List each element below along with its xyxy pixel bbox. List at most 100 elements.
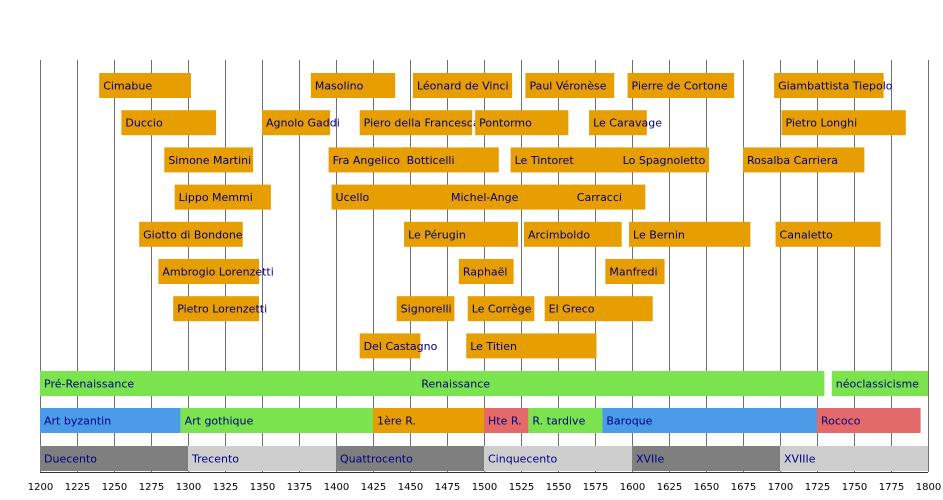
artist-bar <box>174 184 271 210</box>
style-bar <box>817 408 921 433</box>
style-label: Art gothique <box>185 415 254 428</box>
style-rococo: Rococo <box>817 408 921 433</box>
artist-label: Simone Martini <box>168 154 251 167</box>
x-tick-label-1300: 1300 <box>176 482 201 493</box>
century-label: XVIIe <box>636 453 665 466</box>
x-tick-label-1500: 1500 <box>472 482 497 493</box>
style-bar <box>40 408 181 433</box>
style-r-tardive: R. tardive <box>528 408 603 433</box>
style-label: 1ère R. <box>377 415 416 428</box>
artist-bar <box>774 73 884 98</box>
artist-leonard-de-vinci: Léonard de Vinci <box>412 73 513 98</box>
artist-bar <box>458 259 514 284</box>
artist-bar <box>605 259 665 284</box>
artist-bar <box>775 221 881 247</box>
x-tick-label-1675: 1675 <box>731 482 756 493</box>
artist-lo-spagnoletto: Lo Spagnoletto <box>618 147 709 173</box>
artist-label: Arcimboldo <box>528 228 590 241</box>
x-tick-label-1525: 1525 <box>509 482 534 493</box>
century-bar <box>188 446 336 471</box>
movement-pre-renaissance: Pré-Renaissance <box>40 371 418 396</box>
movement-bar <box>831 371 928 396</box>
x-tick-label-1450: 1450 <box>398 482 423 493</box>
artist-label: Pontormo <box>479 117 532 130</box>
artist-label: Rosalba Carriera <box>747 154 838 167</box>
century-label: Trecento <box>191 453 239 466</box>
century-cinquecento: Cinquecento <box>484 446 632 471</box>
artist-label: Le Pérugin <box>408 228 466 241</box>
artist-bar <box>139 221 243 247</box>
artist-label: Canaletto <box>780 228 834 241</box>
style-art-byzantin: Art byzantin <box>40 408 181 433</box>
century-duecento: Duecento <box>40 446 188 471</box>
style-bar <box>484 408 529 433</box>
style-hte-r: Hte R. <box>484 408 529 433</box>
artist-label: Le Corrège <box>472 303 532 316</box>
artist-label: Carracci <box>577 191 622 204</box>
style-bar <box>528 408 603 433</box>
artist-label: El Greco <box>549 303 595 316</box>
artist-le-correge: Le Corrège <box>467 296 535 322</box>
artist-bar <box>629 221 751 247</box>
artist-label: Botticelli <box>407 154 455 167</box>
century-bar <box>484 446 632 471</box>
artist-label: Le Titien <box>470 340 517 353</box>
artist-giambattista-tiepolo: Giambattista Tiepolo <box>774 73 893 98</box>
artist-label: Cimabue <box>103 80 152 93</box>
artist-label: Michel-Ange <box>451 191 519 204</box>
artist-label: Paul Véronèse <box>529 80 606 93</box>
artist-label: Manfredi <box>609 266 657 279</box>
artist-bar <box>510 147 624 173</box>
artist-bar <box>544 296 653 322</box>
style-bar <box>180 408 373 433</box>
x-tick-label-1650: 1650 <box>694 482 719 493</box>
century-label: Cinquecento <box>488 453 558 466</box>
artist-bar <box>743 147 865 173</box>
artist-pietro-longhi: Pietro Longhi <box>781 110 906 136</box>
x-tick-label-1575: 1575 <box>583 482 608 493</box>
artist-bar <box>99 73 191 98</box>
artist-label: Le Caravage <box>593 117 662 130</box>
century-xviiie: XVIIIe <box>780 446 928 471</box>
artist-bar <box>627 73 735 98</box>
style-bar <box>373 408 484 433</box>
century-quattrocento: Quattrocento <box>336 446 484 471</box>
artist-bar <box>402 147 499 173</box>
x-tick-label-1475: 1475 <box>435 482 460 493</box>
century-bar <box>632 446 780 471</box>
movement-bar <box>40 371 418 396</box>
artist-label: Raphaël <box>463 266 508 279</box>
artist-bar <box>121 110 217 136</box>
artist-bar <box>173 296 260 322</box>
x-tick-label-1800: 1800 <box>916 482 941 493</box>
artist-bar <box>781 110 906 136</box>
artist-bar <box>589 110 647 136</box>
artist-label: Piero della Francesca <box>364 117 480 130</box>
artist-label: Le Bernin <box>633 228 685 241</box>
x-tick-label-1550: 1550 <box>546 482 571 493</box>
style-label: R. tardive <box>532 415 585 428</box>
artist-bar <box>467 296 535 322</box>
artist-del-castagno: Del Castagno <box>359 333 438 359</box>
style-1ere-r: 1ère R. <box>373 408 484 433</box>
style-label: Art byzantin <box>44 415 111 428</box>
x-axis-ticks: 1200 1225 1250 1275 1300 1325 1350 1375 1400 1425… <box>28 472 941 493</box>
artist-raphael: Raphaël <box>458 259 514 284</box>
style-bar <box>602 408 817 433</box>
artist-label: Lippo Memmi <box>179 191 253 204</box>
x-tick-label-1625: 1625 <box>657 482 682 493</box>
artist-canaletto: Canaletto <box>775 221 881 247</box>
movement-neoclassicisme: néoclassicisme <box>831 371 928 396</box>
x-tick-label-1225: 1225 <box>65 482 90 493</box>
artist-pietro-lorenzetti: Pietro Lorenzetti <box>173 296 267 322</box>
x-tick-label-1350: 1350 <box>250 482 275 493</box>
artist-label: Duccio <box>125 117 163 130</box>
artist-label: Ambrogio Lorenzetti <box>162 266 273 279</box>
x-tick-label-1400: 1400 <box>324 482 349 493</box>
artist-bar <box>412 73 513 98</box>
artist-label: Agnolo Gaddi <box>266 117 340 130</box>
artist-label: Giotto di Bondone <box>143 228 243 241</box>
x-tick-label-1375: 1375 <box>287 482 312 493</box>
artist-le-caravage: Le Caravage <box>589 110 662 136</box>
artist-simone-martini: Simone Martini <box>164 147 254 173</box>
